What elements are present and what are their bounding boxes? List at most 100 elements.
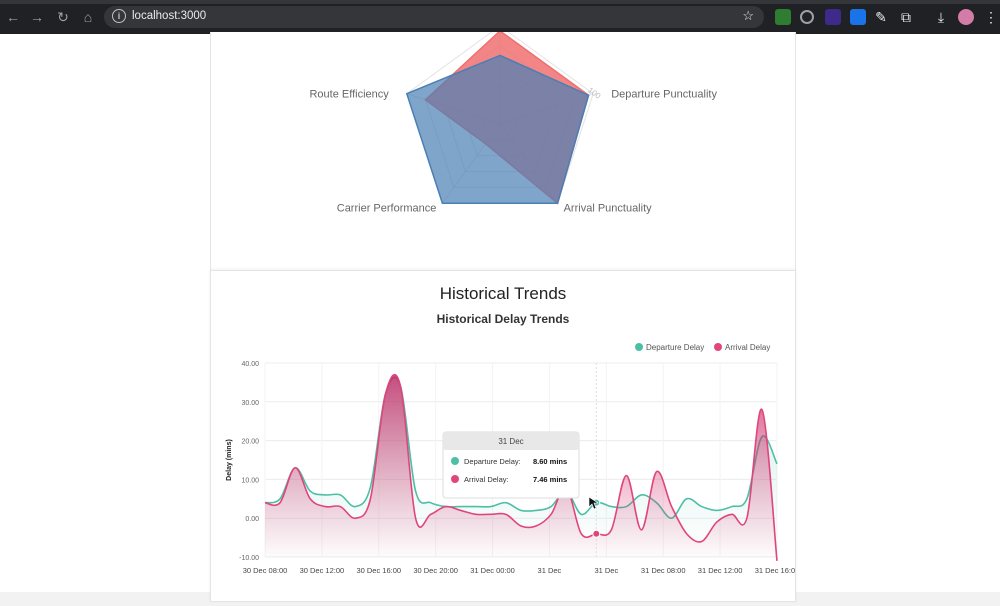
site-info-icon[interactable]: i bbox=[112, 9, 126, 23]
departure-delay-point bbox=[776, 463, 778, 465]
x-tick-label: 31 Dec bbox=[538, 566, 562, 575]
tooltip-row-label: Arrival Delay: bbox=[464, 475, 509, 484]
departure-delay-point bbox=[490, 505, 492, 507]
menu-kebab-icon[interactable]: ⋮ bbox=[984, 9, 998, 25]
ai-extension-icon[interactable] bbox=[825, 9, 841, 25]
departure-delay-line bbox=[264, 376, 778, 519]
arrival-delay-point bbox=[279, 501, 281, 503]
arrival-delay-point bbox=[776, 560, 778, 562]
legend-item-arrival-delay: Arrival Delay bbox=[714, 343, 770, 352]
x-tick-label: 30 Dec 16:00 bbox=[356, 566, 401, 575]
arrival-delay-point bbox=[445, 505, 447, 507]
arrival-delay-point bbox=[535, 525, 537, 527]
arrival-delay-point bbox=[414, 517, 416, 519]
hover-point bbox=[592, 529, 601, 538]
pen-extension-icon[interactable]: ✎ bbox=[875, 9, 887, 25]
departure-delay-point bbox=[279, 498, 281, 500]
y-axis-label: Delay (mins) bbox=[226, 439, 233, 481]
arrival-delay-point bbox=[640, 529, 642, 531]
departure-delay-point bbox=[369, 486, 371, 488]
departure-delay-point bbox=[701, 505, 703, 507]
download-icon[interactable]: ⤓ bbox=[937, 9, 945, 25]
arrival-delay-point bbox=[309, 498, 311, 500]
legend-dot bbox=[635, 343, 643, 351]
chart-tooltip: 31 Dec Departure Delay: 8.60 mins Arrival D… bbox=[442, 431, 580, 499]
home-icon[interactable]: ⌂ bbox=[83, 9, 93, 25]
radar-series-average bbox=[405, 54, 590, 205]
shield-extension-icon[interactable] bbox=[775, 9, 791, 25]
arrival-delay-area bbox=[265, 374, 777, 561]
departure-delay-point bbox=[731, 505, 733, 507]
historical-trends-card: Historical Trends Historical Delay Trend… bbox=[210, 270, 799, 602]
y-tick-label: 30.00 bbox=[241, 400, 259, 407]
arrival-delay-point bbox=[746, 517, 748, 519]
arrival-delay-point bbox=[625, 474, 627, 476]
legend-label: Departure Delay bbox=[646, 343, 704, 352]
profile-avatar[interactable] bbox=[958, 9, 974, 25]
reload-icon[interactable]: ↻ bbox=[57, 9, 69, 25]
departure-delay-point bbox=[716, 509, 718, 511]
blue-extension-icon[interactable] bbox=[850, 9, 866, 25]
arrival-delay-point bbox=[264, 501, 266, 503]
tab-strip bbox=[0, 0, 1000, 4]
chart-title: Historical Delay Trends bbox=[436, 312, 570, 326]
departure-delay-point bbox=[610, 505, 612, 507]
forward-icon[interactable]: → bbox=[30, 9, 44, 25]
arrival-delay-point bbox=[716, 521, 718, 523]
radar-axis-label: Route Efficiency bbox=[309, 89, 389, 101]
departure-delay-point bbox=[309, 490, 311, 492]
address-bar[interactable]: i localhost:3000 ☆ bbox=[104, 6, 764, 28]
y-tick-label: 0.00 bbox=[245, 516, 259, 523]
departure-delay-point bbox=[520, 509, 522, 511]
tooltip-title: 31 Dec bbox=[498, 437, 523, 446]
arrival-delay-point bbox=[339, 505, 341, 507]
page-content: 100 Route Efficiency Departure Punctuality… bbox=[0, 25, 1000, 602]
radar-axis-label: Carrier Performance bbox=[337, 202, 437, 214]
arrival-delay-point bbox=[399, 385, 401, 387]
departure-delay-point bbox=[550, 505, 552, 507]
x-tick-label: 30 Dec 12:00 bbox=[300, 566, 345, 575]
y-tick-label: -10.00 bbox=[239, 555, 259, 562]
tooltip-row-value: 7.46 mins bbox=[533, 475, 567, 484]
radar-axis-label: Arrival Punctuality bbox=[564, 202, 653, 214]
y-tick-label: 40.00 bbox=[241, 361, 259, 368]
radar-tick-label: 100 bbox=[586, 86, 603, 101]
arrival-delay-point bbox=[761, 408, 763, 410]
circle-extension-icon[interactable] bbox=[800, 10, 814, 24]
address-url[interactable]: localhost:3000 bbox=[132, 10, 207, 22]
departure-delay-point bbox=[746, 498, 748, 500]
tooltip-swatch bbox=[451, 475, 459, 483]
legend-item-departure-delay: Departure Delay bbox=[635, 343, 704, 352]
departure-delay-point bbox=[685, 498, 687, 500]
x-tick-label: 31 Dec 12:00 bbox=[698, 566, 743, 575]
arrival-delay-point bbox=[429, 513, 431, 515]
y-tick-label: 10.00 bbox=[241, 477, 259, 484]
tooltip-header bbox=[443, 432, 579, 450]
arrival-delay-point bbox=[731, 513, 733, 515]
arrival-delay-point bbox=[655, 470, 657, 472]
arrival-delay-point bbox=[580, 533, 582, 535]
departure-delay-point bbox=[339, 494, 341, 496]
x-tick-label: 30 Dec 08:00 bbox=[243, 566, 288, 575]
tooltip-row-value: 8.60 mins bbox=[533, 457, 567, 466]
radar-card: 100 Route Efficiency Departure Punctuality… bbox=[210, 25, 796, 299]
tooltip-swatch bbox=[451, 457, 459, 465]
bookmark-star-icon[interactable]: ☆ bbox=[742, 8, 754, 23]
arrival-delay-point bbox=[550, 513, 552, 515]
departure-delay-point bbox=[460, 505, 462, 507]
arrival-delay-point bbox=[701, 540, 703, 542]
arrival-delay-point bbox=[384, 393, 386, 395]
arrival-delay-point bbox=[324, 505, 326, 507]
puzzle-extensions-icon[interactable]: ⧉ bbox=[901, 9, 911, 25]
arrival-delay-point bbox=[520, 525, 522, 527]
arrival-delay-point bbox=[475, 513, 477, 515]
arrival-delay-point bbox=[685, 533, 687, 535]
browser-chrome: ← → ↻ ⌂ i localhost:3000 ☆ ✎ ⧉ ⤓ ⋮ bbox=[0, 0, 1000, 34]
back-icon[interactable]: ← bbox=[6, 9, 20, 25]
departure-delay-point bbox=[475, 505, 477, 507]
arrival-delay-point bbox=[354, 517, 356, 519]
delay-line-chart: -10.00 0.00 10.00 20.00 30.00 40.00 30 Dec 08:… bbox=[226, 343, 799, 575]
x-tick-label: 31 Dec bbox=[594, 566, 618, 575]
departure-delay-point bbox=[640, 494, 642, 496]
section-title: Historical Trends bbox=[439, 284, 567, 303]
